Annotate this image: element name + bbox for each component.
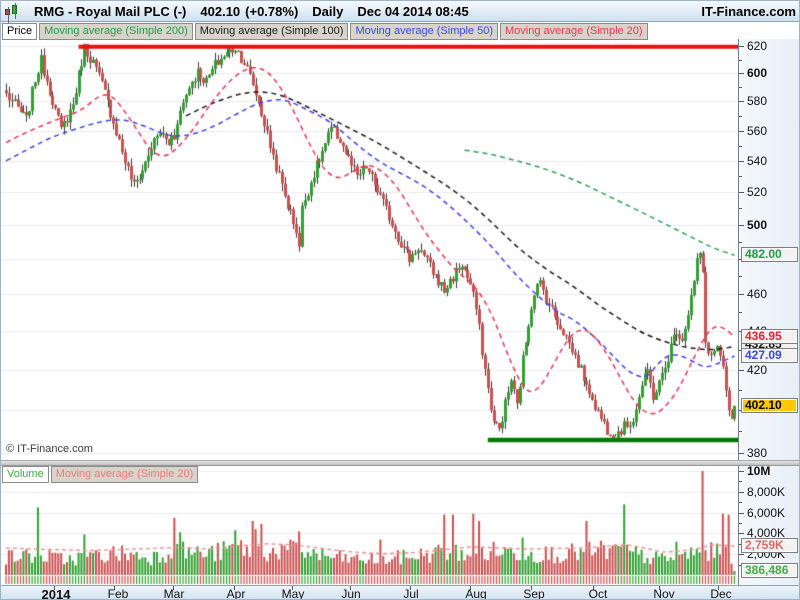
candlestick-icon (4, 2, 20, 23)
axis-tick (739, 101, 744, 102)
date-tick (410, 586, 411, 590)
month-label-nov: Nov (653, 587, 675, 600)
legend-item-moving-average-simple-100[interactable]: Moving average (Simple 100) (194, 23, 349, 40)
axis-tick (739, 533, 744, 534)
axis-tick (739, 481, 742, 482)
brand-logo: IT-Finance.com (701, 3, 796, 19)
volume-tick-label: 6,000K (747, 506, 786, 520)
price-tick-label: 580 (747, 94, 768, 108)
datetime: Dec 04 2014 08:45 (357, 3, 469, 19)
month-label-feb: Feb (107, 587, 129, 600)
volume-tick-label: 10M (747, 464, 771, 478)
price-label-last-price: 402.10 (741, 398, 798, 413)
price-tick-label: 620 (747, 39, 768, 53)
date-tick (54, 586, 55, 590)
axis-tick (739, 73, 744, 74)
axis-tick (739, 390, 742, 391)
month-label-jun: Jun (341, 587, 361, 600)
date-tick (659, 586, 660, 590)
price-tick-label: 420 (747, 363, 768, 377)
price-label-sma200-value: 482.00 (741, 247, 798, 262)
date-tick (292, 586, 293, 590)
month-label-may: May (281, 587, 305, 600)
axis-tick (739, 565, 742, 566)
price-legend: Price Moving average (Simple 200) Moving a… (2, 23, 650, 40)
price-change: (+0.78%) (245, 3, 299, 19)
price-tick-label: 560 (747, 124, 768, 138)
price-axis[interactable]: 62060058056054052050046044042038010M8,00… (738, 39, 799, 585)
axis-tick (739, 312, 742, 313)
volume-tick-label: 4,000K (747, 526, 786, 540)
axis-tick (739, 131, 744, 132)
watermark: © IT-Finance.com (6, 443, 93, 455)
axis-tick (739, 161, 744, 162)
axis-tick (739, 523, 742, 524)
chart-plot-area[interactable] (1, 39, 738, 585)
legend-item-moving-average-simple-20[interactable]: Moving average (Simple 20) (500, 23, 648, 40)
axis-tick (739, 146, 742, 147)
date-tick (234, 586, 235, 590)
axis-tick (739, 87, 742, 88)
date-tick (718, 586, 719, 590)
date-tick (173, 586, 174, 590)
volume-tick-label: 8,000K (747, 485, 786, 499)
month-label-oct: Oct (588, 587, 608, 600)
legend-item-moving-average-simple-200[interactable]: Moving average (Simple 200) (39, 23, 193, 40)
month-label-mar: Mar (163, 587, 185, 600)
title-bar: RMG - Royal Mail PLC (-) 402.10 (+0.78%)… (1, 1, 799, 23)
price-tick-label: 380 (747, 446, 768, 460)
axis-tick (739, 225, 744, 226)
axis-tick (739, 554, 744, 555)
axis-tick (739, 242, 742, 243)
legend-item-volume[interactable]: Volume (2, 466, 49, 483)
axis-tick (739, 60, 742, 61)
volume-label-volume-sma20-value: 2,759K (741, 538, 798, 553)
pane-splitter[interactable] (1, 460, 799, 466)
legend-item-price[interactable]: Price (2, 23, 38, 40)
axis-tick (739, 116, 742, 117)
last-price: 402.10 (200, 3, 241, 19)
price-label-sma50-value: 427.09 (741, 348, 798, 363)
axis-tick (739, 471, 744, 472)
price-tick-label: 500 (747, 218, 768, 232)
axis-tick (739, 492, 744, 493)
axis-tick (739, 453, 744, 454)
date-tick (593, 586, 594, 590)
price-tick-label: 540 (747, 154, 768, 168)
axis-tick (739, 513, 744, 514)
price-tick-label: 520 (747, 185, 768, 199)
date-tick (350, 586, 351, 590)
axis-tick (739, 502, 742, 503)
axis-tick (739, 208, 742, 209)
axis-tick (739, 276, 742, 277)
axis-tick (739, 431, 742, 432)
month-label-2014: 2014 (41, 587, 71, 600)
legend-item-moving-average-simple-50[interactable]: Moving average (Simple 50) (350, 23, 499, 40)
timeframe: Daily (312, 3, 344, 19)
month-label-dec: Dec (710, 587, 732, 600)
price-tick-label: 600 (747, 66, 768, 80)
axis-tick (739, 46, 744, 47)
month-label-sep: Sep (523, 587, 545, 600)
month-label-aug: Aug (465, 587, 487, 600)
date-tick (470, 586, 471, 590)
month-label-jul: Jul (403, 587, 419, 600)
axis-tick (739, 350, 742, 351)
legend-item-moving-average-simple-20[interactable]: Moving average (Simple 20) (50, 466, 199, 483)
axis-tick (739, 294, 744, 295)
axis-tick (739, 544, 742, 545)
volume-label-last-volume: 386,486 (741, 563, 798, 578)
date-tick (114, 586, 115, 590)
axis-tick (739, 192, 744, 193)
date-axis[interactable]: 2014 Feb Mar Apr May Jun Jul Aug Sep Oct Nov Dec (1, 585, 799, 600)
date-tick (531, 586, 532, 590)
symbol-title: RMG - Royal Mail PLC (-) (34, 3, 187, 19)
price-label-sma20-value: 436.95 (741, 329, 798, 344)
price-tick-label: 460 (747, 287, 768, 301)
axis-tick (739, 176, 742, 177)
volume-legend: Volume Moving average (Simple 20) (2, 466, 200, 483)
axis-tick (739, 370, 744, 371)
month-label-apr: Apr (226, 587, 246, 600)
